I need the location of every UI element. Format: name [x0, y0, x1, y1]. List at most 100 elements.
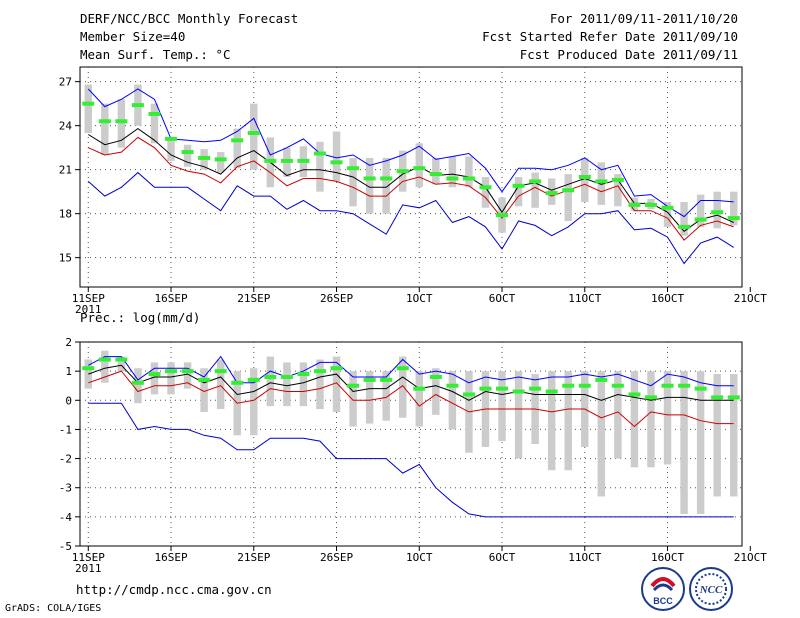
- prec-obs-marker: [595, 377, 608, 382]
- temp-ytick-label: 24: [59, 120, 73, 133]
- prec-obs-marker: [247, 377, 260, 382]
- temp-obs-marker: [396, 169, 409, 174]
- forecast-start-date: Fcst Started Refer Date 2011/09/10: [482, 29, 738, 44]
- temp-obs-marker: [231, 138, 244, 143]
- prec-obs-marker: [330, 366, 343, 371]
- temp-spread-box: [84, 84, 92, 133]
- temp-spread-box: [183, 144, 192, 167]
- prec-xtick-label: 16OCT: [651, 551, 684, 564]
- prec-spread-box: [332, 356, 341, 412]
- temp-obs-marker: [313, 151, 326, 156]
- prec-spread-box: [647, 371, 655, 468]
- bcc-logo: BCC: [641, 567, 685, 611]
- prec-spread-box: [514, 371, 523, 459]
- temp-spread-box: [531, 172, 539, 208]
- prec-obs-marker: [678, 383, 691, 388]
- temp-ytick-label: 18: [59, 208, 72, 221]
- temp-obs-marker: [694, 217, 707, 222]
- prec-obs-marker: [181, 369, 194, 374]
- prec-spread-box: [101, 350, 109, 383]
- bcc-logo-text: BCC: [653, 596, 673, 606]
- temp-obs-marker: [297, 158, 310, 163]
- prec-xtick-label: 21OCT: [734, 551, 767, 564]
- temp-spread-box: [216, 152, 225, 173]
- temp-xtick-sublabel: 2011: [75, 303, 102, 316]
- grads-credit: GrADS: COLA/IGES: [5, 603, 102, 614]
- prec-spread-box: [432, 368, 440, 415]
- member-size: Member Size=40: [80, 29, 186, 44]
- prec-obs-marker: [562, 383, 575, 388]
- prec-obs-marker: [264, 374, 277, 379]
- prec-obs-marker: [628, 392, 641, 397]
- prec-ytick-label: 0: [65, 394, 72, 407]
- prec-spread-box: [349, 371, 357, 427]
- temp-obs-marker: [644, 202, 657, 207]
- prec-spread-box: [696, 371, 705, 514]
- temp-spread-box: [117, 99, 126, 148]
- temp-xtick-label: 6OCT: [489, 292, 516, 305]
- temp-spread-box: [713, 191, 721, 229]
- prec-spread-box: [498, 371, 506, 442]
- prec-obs-marker: [280, 374, 293, 379]
- temp-obs-marker: [330, 160, 343, 165]
- temp-obs-marker: [264, 158, 277, 163]
- temp-spread-box: [614, 174, 622, 207]
- ncc-logo: NCC: [689, 567, 733, 611]
- prec-xtick-label: 26SEP: [320, 551, 353, 564]
- temp-spread-box: [365, 157, 374, 214]
- prec-spread-box: [183, 362, 192, 389]
- prec-spread-box: [200, 368, 208, 412]
- prec-spread-box: [283, 362, 291, 407]
- temp-xtick-label: 11OCT: [568, 292, 601, 305]
- temp-obs-marker: [711, 210, 724, 215]
- prec-obs-marker: [198, 377, 211, 382]
- temp-spread-box: [730, 191, 738, 226]
- prec-obs-marker: [380, 377, 393, 382]
- temp-spread-box: [564, 174, 572, 221]
- temp-obs-marker: [628, 202, 641, 207]
- temp-obs-marker: [678, 224, 691, 229]
- temp-spread-box: [696, 194, 705, 227]
- prec-spread-box: [250, 368, 258, 436]
- temp-ytick-label: 21: [59, 164, 72, 177]
- prec-obs-marker: [347, 383, 360, 388]
- temp-obs-marker: [595, 179, 608, 184]
- temp-obs-marker: [462, 176, 475, 181]
- temp-obs-marker: [165, 136, 178, 141]
- temp-spread-box: [233, 128, 241, 169]
- prec-max-line: [88, 355, 734, 387]
- prec-ytick-label: -4: [59, 511, 73, 524]
- temp-spread-box: [514, 177, 523, 207]
- temp-plot-frame: [79, 66, 743, 288]
- prec-obs-marker: [462, 392, 475, 397]
- prec-spread-box: [134, 368, 142, 404]
- temp-xtick-label: 11SEP: [72, 292, 105, 305]
- forecast-produced-date: Fcst Produced Date 2011/09/11: [519, 47, 738, 62]
- prec-spread-box: [399, 356, 407, 418]
- prec-obs-marker: [313, 369, 326, 374]
- temp-obs-marker: [479, 185, 492, 190]
- prec-obs-marker: [231, 380, 244, 385]
- temp-spread-box: [250, 103, 258, 170]
- prec-spread-box: [663, 371, 672, 465]
- prec-spread-box: [730, 374, 738, 497]
- temp-obs-marker: [347, 166, 360, 171]
- prec-obs-marker: [529, 386, 542, 391]
- prec-obs-marker: [496, 386, 509, 391]
- prec-spread-box: [597, 371, 606, 497]
- temp-ytick-label: 15: [59, 252, 72, 265]
- temp-xtick-label: 16OCT: [651, 292, 684, 305]
- temp-spread-box: [597, 162, 606, 205]
- prec-obs-marker: [545, 389, 558, 394]
- prec-spread-box: [564, 371, 572, 471]
- temp-spread-box: [382, 157, 390, 214]
- temp-obs-marker: [413, 166, 426, 171]
- prec-spread-box: [630, 371, 639, 468]
- source-url[interactable]: http://cmdp.ncc.cma.gov.cn: [76, 582, 272, 597]
- prec-spread-box: [266, 356, 275, 407]
- prec-obs-marker: [711, 395, 724, 400]
- temp-obs-marker: [148, 111, 161, 116]
- temp-ens-line: [88, 136, 734, 241]
- prec-obs-marker: [115, 357, 128, 362]
